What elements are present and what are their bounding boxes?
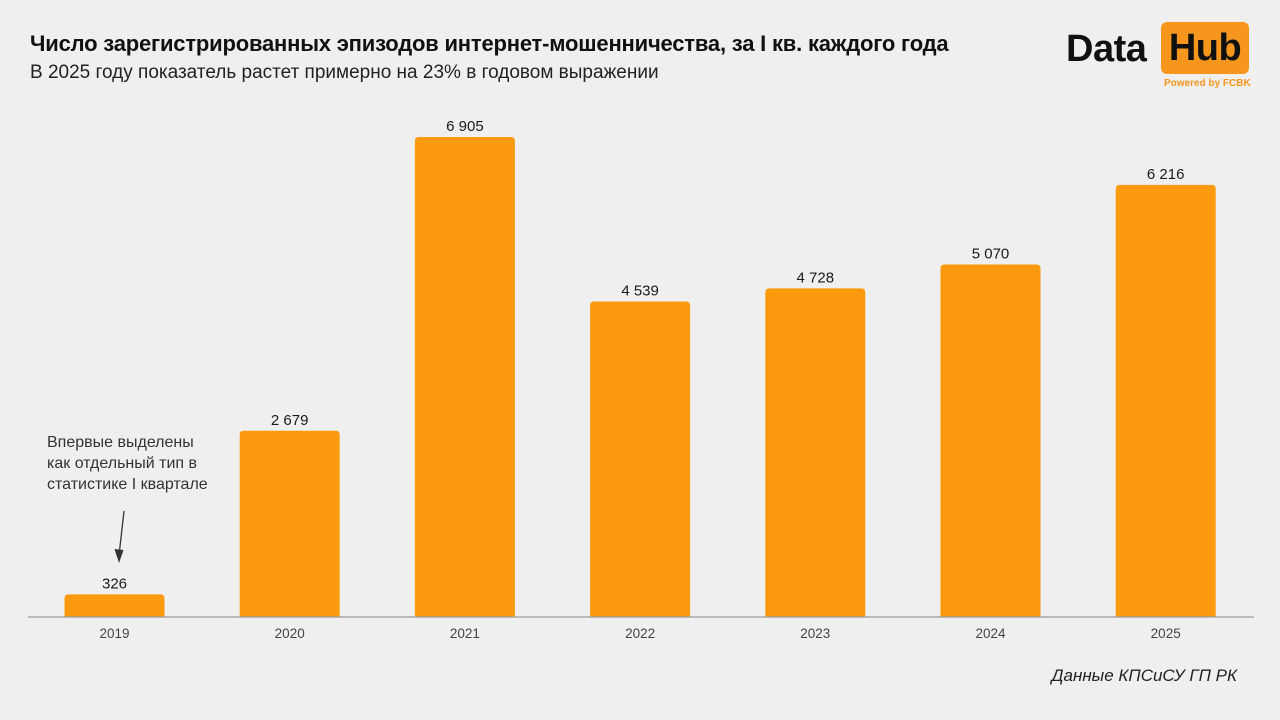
bar-value-label: 2 679: [271, 412, 309, 429]
x-tick-label: 2021: [450, 626, 480, 641]
annotation-note: Впервые выделены как отдельный тип в ста…: [47, 432, 208, 495]
bar-2024: [940, 264, 1041, 617]
bar-value-label: 5 070: [972, 246, 1010, 263]
bar-2020: [239, 430, 340, 617]
bar-value-label: 4 728: [797, 269, 835, 286]
x-tick-label: 2025: [1151, 626, 1181, 641]
data-source: Данные КПСиСУ ГП РК: [1051, 666, 1237, 685]
datahub-logo: Data Hub Powered by FCBK: [1066, 20, 1254, 92]
x-tick-label: 2022: [625, 626, 655, 641]
bar-2021: [414, 137, 515, 617]
bar-value-label: 6 905: [446, 118, 484, 135]
bar-2025: [1115, 184, 1216, 617]
bar-value-label: 4 539: [621, 282, 659, 299]
chart-subtitle: В 2025 году показатель растет примерно н…: [30, 62, 659, 83]
x-tick-label: 2020: [275, 626, 305, 641]
bar-value-label: 326: [102, 575, 127, 592]
annotation-arrow: [114, 510, 125, 563]
bar-2022: [590, 301, 691, 617]
annotation-line: статистике I квартале: [47, 476, 208, 493]
x-tick-label: 2023: [800, 626, 830, 641]
bar-value-label: 6 216: [1147, 166, 1185, 183]
annotation-line: как отдельный тип в: [47, 455, 198, 472]
logo-word-hub: Hub: [1161, 22, 1249, 74]
logo-word-data: Data: [1066, 28, 1147, 70]
annotation-line: Впервые выделены: [47, 434, 194, 451]
chart-title: Число зарегистрированных эпизодов интерн…: [30, 31, 949, 56]
x-tick-label: 2024: [975, 626, 1006, 641]
labels-layer: 326 2019 2 679 2020 6 905 2021 4 539 2022 4 728 2…: [99, 118, 1184, 641]
bars-layer: [64, 137, 1216, 617]
bar-2023: [765, 288, 866, 617]
logo-powered-by: Powered by FCBK: [1164, 78, 1251, 89]
x-tick-label: 2019: [99, 626, 129, 641]
bar-2019: [64, 594, 165, 617]
